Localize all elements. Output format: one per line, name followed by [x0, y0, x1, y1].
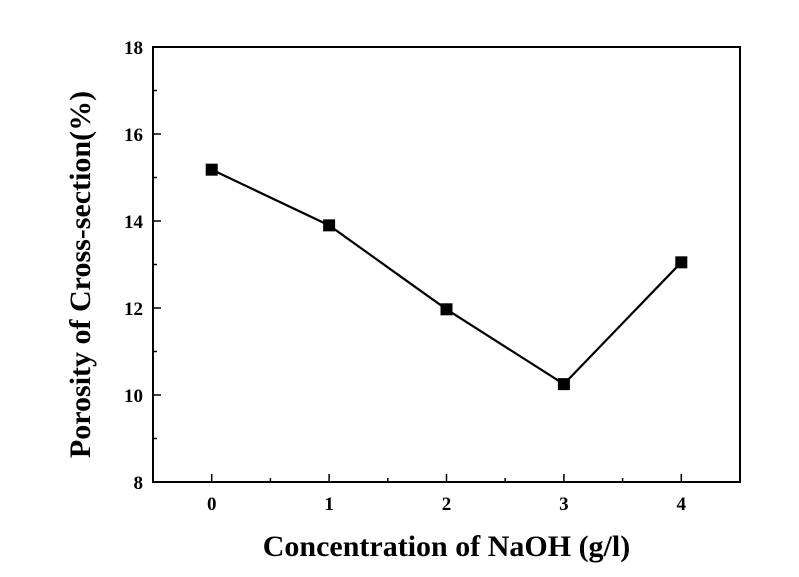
y-tick-label: 18 [124, 38, 143, 59]
y-tick-label: 14 [124, 212, 144, 233]
data-point-marker [205, 163, 218, 176]
data-point-marker [440, 303, 453, 316]
data-point-marker [675, 256, 688, 269]
x-tick-label: 3 [559, 494, 569, 515]
plot-frame [152, 46, 741, 483]
x-tick-label: 4 [677, 494, 687, 515]
x-tick-label: 2 [442, 494, 452, 515]
y-tick-label: 8 [134, 473, 144, 494]
y-axis-title: Porosity of Cross-section(%) [64, 91, 97, 458]
data-point-marker [323, 219, 336, 232]
y-tick-label: 16 [124, 125, 143, 146]
x-tick-label: 0 [207, 494, 217, 515]
data-point-marker [557, 378, 570, 391]
x-axis-title: Concentration of NaOH (g/l) [263, 530, 630, 563]
y-tick-label: 10 [124, 386, 143, 407]
series-line [211, 168, 683, 386]
x-tick-label: 1 [324, 494, 334, 515]
y-tick-label: 12 [124, 299, 143, 320]
